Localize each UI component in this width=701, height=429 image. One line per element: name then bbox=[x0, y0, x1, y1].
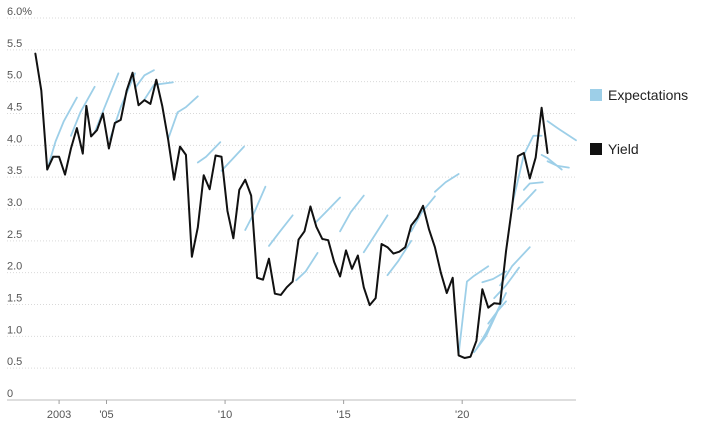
y-tick-label: 1.5 bbox=[7, 293, 22, 305]
expectations-line bbox=[546, 160, 570, 169]
legend-label: Yield bbox=[608, 141, 639, 157]
gridlines bbox=[7, 17, 576, 401]
expectations-line bbox=[143, 81, 174, 101]
x-tick-label: 2003 bbox=[47, 409, 71, 421]
expectations-line bbox=[475, 292, 507, 350]
expectations-line bbox=[315, 196, 341, 223]
y-tick-label: 6.0% bbox=[7, 6, 32, 18]
y-tick-label: 0 bbox=[7, 388, 13, 400]
expectations-line bbox=[386, 239, 413, 277]
expectations-line bbox=[362, 214, 389, 254]
expectations-line bbox=[457, 265, 490, 356]
y-tick-label: 5.0 bbox=[7, 70, 22, 82]
expectations-line bbox=[499, 246, 531, 287]
expectations-line bbox=[481, 270, 507, 284]
x-tick-label: '10 bbox=[218, 409, 232, 421]
expectations-line bbox=[540, 153, 563, 171]
y-tick-label: 1.0 bbox=[7, 324, 22, 336]
expectations-line bbox=[134, 69, 155, 89]
y-tick-label: 4.0 bbox=[7, 133, 22, 145]
expectations-line bbox=[546, 120, 577, 142]
expectations-line bbox=[220, 145, 245, 172]
expectations-line bbox=[410, 195, 436, 233]
x-axis-tick-labels: 2003 '05 '10 '15 '20 bbox=[47, 400, 469, 421]
y-tick-label: 2.5 bbox=[7, 229, 22, 241]
expectations-line bbox=[295, 252, 319, 282]
legend-swatch bbox=[590, 89, 602, 101]
expectations-line bbox=[517, 189, 537, 210]
y-tick-label: 3.5 bbox=[7, 165, 22, 177]
x-tick-label: '20 bbox=[455, 409, 469, 421]
x-tick-label: '05 bbox=[99, 409, 113, 421]
y-tick-label: 3.0 bbox=[7, 197, 22, 209]
y-tick-label: 2.0 bbox=[7, 261, 22, 273]
legend-label: Expectations bbox=[608, 87, 688, 103]
legend: Expectations Yield bbox=[590, 87, 688, 157]
expectations-line bbox=[93, 72, 120, 134]
legend-swatch bbox=[590, 143, 602, 155]
expectations-line bbox=[167, 95, 199, 140]
expectations-line bbox=[268, 214, 294, 247]
y-tick-label: 4.5 bbox=[7, 102, 22, 114]
y-tick-label: 0.5 bbox=[7, 356, 22, 368]
yield-series bbox=[34, 52, 549, 359]
expectations-line bbox=[70, 85, 96, 137]
expectations-line bbox=[434, 173, 460, 193]
yield-line bbox=[34, 52, 549, 359]
expectations-line bbox=[339, 194, 365, 233]
expectations-line bbox=[493, 266, 520, 300]
x-tick-label: '15 bbox=[336, 409, 350, 421]
expectations-line bbox=[46, 96, 78, 171]
y-axis-tick-labels: 6.0% 5.5 5.0 4.5 4.0 3.5 3.0 2.5 2.0 1.5 1.0 0.5 0 bbox=[7, 6, 32, 400]
expectations-line bbox=[244, 185, 267, 231]
expectations-line bbox=[196, 141, 222, 164]
expectations-line bbox=[522, 181, 544, 191]
y-tick-label: 5.5 bbox=[7, 38, 22, 50]
expectations-line bbox=[487, 300, 507, 325]
